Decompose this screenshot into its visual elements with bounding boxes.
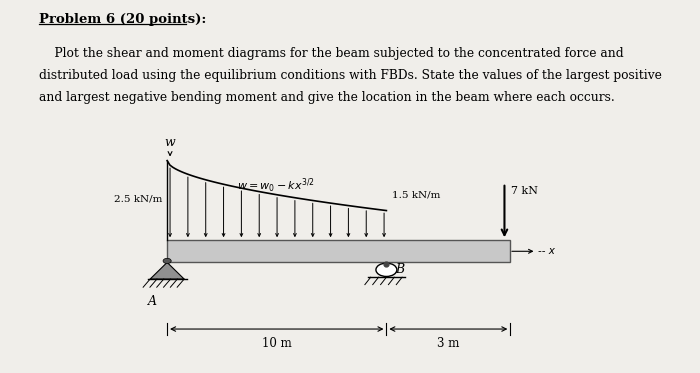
Circle shape	[163, 258, 172, 263]
FancyBboxPatch shape	[167, 240, 510, 262]
Text: w: w	[164, 136, 176, 149]
Text: $w = w_0 - kx^{3/2}$: $w = w_0 - kx^{3/2}$	[237, 177, 315, 195]
Text: Problem 6 (20 points):: Problem 6 (20 points):	[39, 13, 206, 26]
Text: 3 m: 3 m	[437, 337, 459, 350]
Text: B: B	[395, 263, 404, 276]
Text: 10 m: 10 m	[262, 337, 292, 350]
Text: 2.5 kN/m: 2.5 kN/m	[114, 194, 162, 203]
Text: A: A	[148, 295, 157, 308]
Text: and largest negative bending moment and give the location in the beam where each: and largest negative bending moment and …	[39, 91, 615, 104]
Text: Plot the shear and moment diagrams for the beam subjected to the concentrated fo: Plot the shear and moment diagrams for t…	[39, 47, 624, 60]
Text: 1.5 kN/m: 1.5 kN/m	[392, 191, 440, 200]
Polygon shape	[150, 262, 184, 279]
Text: 7 kN: 7 kN	[512, 186, 538, 197]
Text: distributed load using the equilibrium conditions with FBDs. State the values of: distributed load using the equilibrium c…	[39, 69, 662, 82]
Circle shape	[376, 263, 397, 276]
Text: -- x: -- x	[538, 246, 555, 256]
